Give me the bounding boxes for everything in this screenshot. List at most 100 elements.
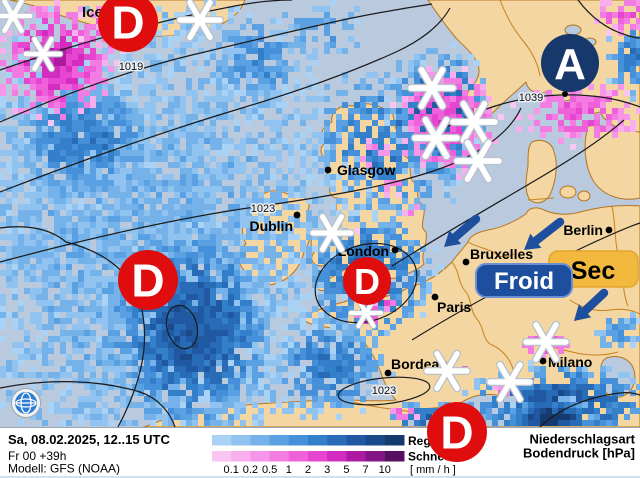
- rain-pixel: [348, 132, 354, 138]
- rain-pixel: [228, 66, 234, 72]
- rain-pixel: [360, 396, 366, 402]
- rain-pixel: [180, 360, 186, 366]
- rain-pixel: [240, 162, 246, 168]
- rain-pixel: [408, 240, 414, 246]
- rain-pixel: [36, 198, 42, 204]
- rain-pixel: [78, 216, 84, 222]
- rain-pixel: [234, 270, 240, 276]
- rain-pixel: [174, 252, 180, 258]
- rain-pixel: [156, 210, 162, 216]
- rain-pixel: [282, 258, 288, 264]
- rain-pixel: [192, 114, 198, 120]
- rain-pixel: [294, 294, 300, 300]
- rain-pixel: [288, 150, 294, 156]
- rain-pixel: [240, 324, 246, 330]
- snow-pixel: [24, 90, 30, 96]
- rain-pixel: [6, 390, 12, 396]
- rain-pixel: [636, 408, 640, 414]
- rain-pixel: [216, 336, 222, 342]
- rain-pixel: [474, 378, 480, 384]
- rain-pixel: [414, 408, 420, 414]
- rain-pixel: [636, 54, 640, 60]
- rain-pixel: [180, 108, 186, 114]
- rain-pixel: [96, 138, 102, 144]
- snow-pixel: [414, 114, 420, 120]
- rain-pixel: [264, 120, 270, 126]
- rain-pixel: [210, 300, 216, 306]
- rain-pixel: [588, 420, 594, 426]
- rain-pixel: [162, 210, 168, 216]
- rain-pixel: [30, 240, 36, 246]
- snow-pixel: [78, 96, 84, 102]
- rain-pixel: [0, 96, 6, 102]
- rain-pixel: [270, 54, 276, 60]
- rain-pixel: [258, 108, 264, 114]
- rain-pixel: [318, 360, 324, 366]
- snow-pixel: [450, 96, 456, 102]
- rain-pixel: [300, 150, 306, 156]
- rain-pixel: [342, 354, 348, 360]
- rain-pixel: [324, 258, 330, 264]
- rain-pixel: [108, 264, 114, 270]
- rain-pixel: [312, 342, 318, 348]
- rain-pixel: [84, 222, 90, 228]
- snow-pixel: [90, 54, 96, 60]
- snow-pixel: [516, 114, 522, 120]
- rain-pixel: [18, 264, 24, 270]
- snow-pixel: [6, 78, 12, 84]
- rain-pixel: [132, 210, 138, 216]
- rain-pixel: [228, 300, 234, 306]
- snow-pixel: [78, 12, 84, 18]
- snow-pixel: [54, 78, 60, 84]
- rain-pixel: [162, 156, 168, 162]
- rain-pixel: [354, 252, 360, 258]
- rain-pixel: [66, 300, 72, 306]
- rain-pixel: [504, 402, 510, 408]
- rain-pixel: [372, 360, 378, 366]
- rain-pixel: [252, 72, 258, 78]
- rain-pixel: [162, 348, 168, 354]
- rain-pixel: [18, 360, 24, 366]
- rain-pixel: [330, 210, 336, 216]
- rain-pixel: [114, 276, 120, 282]
- rain-pixel: [114, 108, 120, 114]
- rain-pixel: [492, 414, 498, 420]
- snow-pixel: [582, 126, 588, 132]
- rain-pixel: [72, 174, 78, 180]
- rain-pixel: [276, 180, 282, 186]
- rain-pixel: [342, 126, 348, 132]
- rain-pixel: [108, 408, 114, 414]
- rain-pixel: [138, 378, 144, 384]
- snow-pixel: [36, 96, 42, 102]
- rain-pixel: [390, 252, 396, 258]
- rain-pixel: [300, 318, 306, 324]
- rain-pixel: [168, 174, 174, 180]
- rain-pixel: [120, 384, 126, 390]
- rain-pixel: [228, 420, 234, 426]
- rain-pixel: [270, 372, 276, 378]
- rain-pixel: [54, 276, 60, 282]
- rain-pixel: [264, 174, 270, 180]
- rain-pixel: [216, 354, 222, 360]
- rain-pixel: [144, 342, 150, 348]
- rain-pixel: [96, 228, 102, 234]
- rain-pixel: [222, 420, 228, 426]
- snow-pixel: [564, 126, 570, 132]
- rain-pixel: [156, 414, 162, 420]
- rain-pixel: [12, 264, 18, 270]
- rain-pixel: [306, 72, 312, 78]
- rain-pixel: [192, 132, 198, 138]
- rain-pixel: [84, 228, 90, 234]
- rain-pixel: [66, 102, 72, 108]
- rain-pixel: [18, 216, 24, 222]
- rain-pixel: [234, 156, 240, 162]
- rain-pixel: [252, 24, 258, 30]
- rain-pixel: [288, 246, 294, 252]
- rain-pixel: [186, 252, 192, 258]
- rain-pixel: [132, 222, 138, 228]
- rain-pixel: [360, 174, 366, 180]
- rain-pixel: [240, 96, 246, 102]
- rain-pixel: [228, 336, 234, 342]
- rain-pixel: [246, 258, 252, 264]
- rain-pixel: [384, 72, 390, 78]
